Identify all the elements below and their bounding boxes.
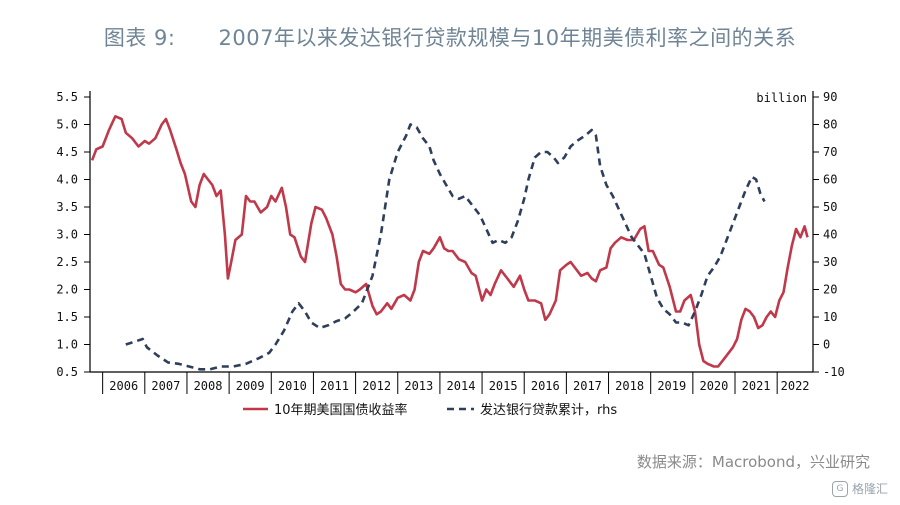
y-right-tick-label: 10 <box>823 310 837 324</box>
x-tick-label: 2018 <box>615 379 644 393</box>
chart-title: 图表 9: 2007年以来发达银行贷款规模与10年期美债利率之间的关系 <box>103 26 797 50</box>
y-right-tick-label: 40 <box>823 228 837 242</box>
y-left-tick-label: 1.0 <box>56 338 78 352</box>
y-left-tick-label: 5.0 <box>56 118 78 132</box>
watermark-text: 格隆汇 <box>851 482 888 496</box>
legend-label-loans: 发达银行贷款累计，rhs <box>480 402 617 418</box>
y-right-tick-label: 30 <box>823 255 837 269</box>
y-right-tick-label: 20 <box>823 283 837 297</box>
y-right-tick-label: 60 <box>823 173 837 187</box>
x-tick-label: 2021 <box>742 379 771 393</box>
x-tick-label: 2010 <box>278 379 307 393</box>
x-tick-label: 2013 <box>404 379 433 393</box>
x-tick-label: 2019 <box>657 379 686 393</box>
x-tick-label: 2015 <box>489 379 518 393</box>
x-tick-label: 2020 <box>699 379 728 393</box>
x-tick-label: 2008 <box>194 379 223 393</box>
y-right-tick-label: 90 <box>823 90 837 104</box>
y-left-tick-label: 0.5 <box>56 365 78 379</box>
y-right-unit-label: billion <box>756 91 807 105</box>
x-tick-label: 2014 <box>447 379 476 393</box>
y-right-tick-label: 70 <box>823 145 837 159</box>
y-left-tick-label: 1.5 <box>56 310 78 324</box>
y-left-tick-label: 4.0 <box>56 173 78 187</box>
x-tick-label: 2011 <box>320 379 349 393</box>
series-line-loans <box>125 123 766 371</box>
x-tick-label: 2012 <box>362 379 391 393</box>
watermark-logo-icon: G <box>831 480 848 497</box>
y-right-tick-label: 80 <box>823 118 837 132</box>
y-right-tick-label: -10 <box>823 365 845 379</box>
y-right-tick-label: 0 <box>823 338 830 352</box>
y-left-tick-label: 3.5 <box>56 200 78 214</box>
x-tick-label: 2017 <box>573 379 602 393</box>
y-left-tick-label: 2.0 <box>56 283 78 297</box>
x-tick-label: 2007 <box>151 379 180 393</box>
x-tick-label: 2009 <box>236 379 265 393</box>
series-line-yield <box>90 115 809 368</box>
y-left-tick-label: 4.5 <box>56 145 78 159</box>
y-left-tick-label: 2.5 <box>56 255 78 269</box>
x-tick-label: 2022 <box>781 379 810 393</box>
legend-label-yield: 10年期美国国债收益率 <box>274 402 408 418</box>
x-tick-label: 2006 <box>109 379 138 393</box>
source-note: 数据来源：Macrobond，兴业研究 <box>636 453 870 471</box>
y-left-tick-label: 5.5 <box>56 90 78 104</box>
x-tick-label: 2016 <box>531 379 560 393</box>
y-right-tick-label: 50 <box>823 200 837 214</box>
y-left-tick-label: 3.0 <box>56 228 78 242</box>
watermark: G 格隆汇 <box>831 480 888 497</box>
